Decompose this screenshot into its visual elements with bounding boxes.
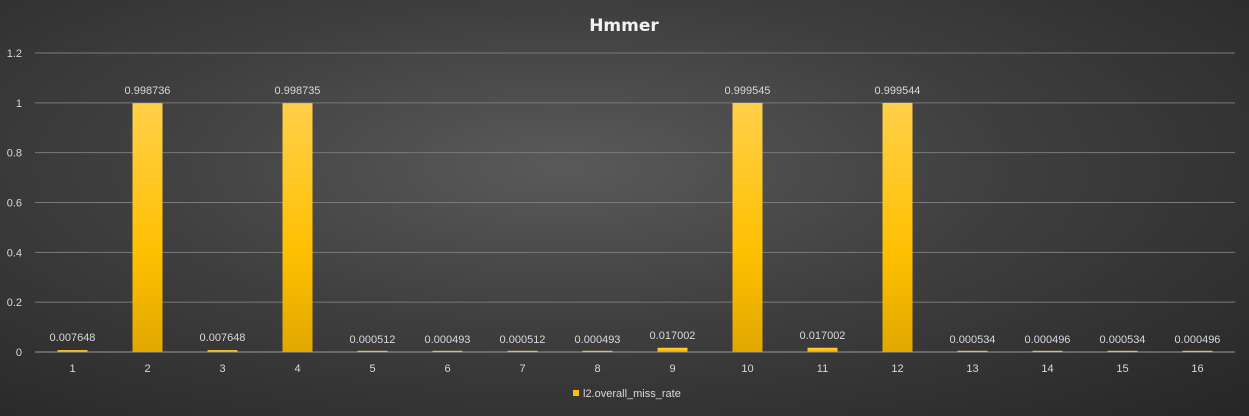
x-tick-label: 3 [219, 363, 225, 375]
y-tick-label: 1 [16, 98, 22, 110]
bar [132, 103, 163, 352]
bar [1032, 350, 1063, 352]
y-tick-label: 0.8 [7, 148, 22, 160]
bar [582, 350, 613, 352]
x-tick-label: 15 [1116, 363, 1128, 375]
data-label: 0.999544 [875, 85, 921, 97]
data-label: 0.999545 [725, 85, 771, 97]
data-label: 0.007648 [200, 332, 246, 344]
x-tick-label: 13 [966, 363, 978, 375]
x-tick-label: 7 [519, 363, 525, 375]
bar [207, 350, 238, 352]
x-tick-label: 5 [369, 363, 375, 375]
data-label: 0.000512 [350, 334, 396, 346]
data-label: 0.998736 [125, 85, 171, 97]
data-label: 0.000534 [1100, 334, 1146, 346]
data-label: 0.000534 [950, 334, 996, 346]
data-label: 0.000496 [1175, 334, 1221, 346]
x-tick-label: 16 [1191, 363, 1203, 375]
bar [957, 350, 988, 352]
x-axis-ticks: 1 2 3 4 5 6 7 8 9 10 11 12 13 14 15 16 [69, 363, 1203, 375]
y-tick-label: 0 [16, 347, 22, 359]
bar [57, 350, 88, 352]
data-label: 0.007648 [50, 332, 96, 344]
legend-swatch [573, 390, 579, 396]
bar [807, 347, 838, 352]
y-tick-label: 0.4 [7, 247, 22, 259]
x-tick-label: 6 [444, 363, 450, 375]
bar [1107, 350, 1138, 352]
data-labels: 0.007648 0.998736 0.007648 0.998735 0.000512… [50, 85, 1221, 346]
x-tick-label: 4 [294, 363, 300, 375]
data-label: 0.000493 [575, 334, 621, 346]
x-tick-label: 10 [741, 363, 753, 375]
bar [357, 350, 388, 352]
y-tick-label: 1.2 [7, 48, 22, 60]
bars [57, 102, 1213, 352]
x-tick-label: 1 [69, 363, 75, 375]
data-label: 0.000512 [500, 334, 546, 346]
bar [732, 102, 763, 352]
data-label: 0.017002 [800, 330, 846, 342]
legend-label: l2.overall_miss_rate [583, 388, 681, 400]
x-tick-label: 8 [594, 363, 600, 375]
data-label: 0.000496 [1025, 334, 1071, 346]
legend: l2.overall_miss_rate [573, 388, 681, 400]
bar [432, 350, 463, 352]
bar [657, 347, 688, 352]
bar [882, 102, 913, 352]
y-axis-ticks: 0 0.2 0.4 0.6 0.8 1 1.2 [7, 48, 22, 359]
x-tick-label: 12 [891, 363, 903, 375]
y-tick-label: 0.2 [7, 297, 22, 309]
gridlines [35, 52, 1235, 353]
data-label: 0.000493 [425, 334, 471, 346]
chart-title: Hmmer [589, 16, 659, 36]
x-tick-label: 2 [144, 363, 150, 375]
bar [507, 350, 538, 352]
x-tick-label: 14 [1041, 363, 1053, 375]
data-label: 0.017002 [650, 330, 696, 342]
y-tick-label: 0.6 [7, 198, 22, 210]
data-label: 0.998735 [275, 85, 321, 97]
bar [1182, 350, 1213, 352]
x-tick-label: 11 [817, 363, 828, 375]
bar [282, 103, 313, 352]
x-tick-label: 9 [669, 363, 675, 375]
